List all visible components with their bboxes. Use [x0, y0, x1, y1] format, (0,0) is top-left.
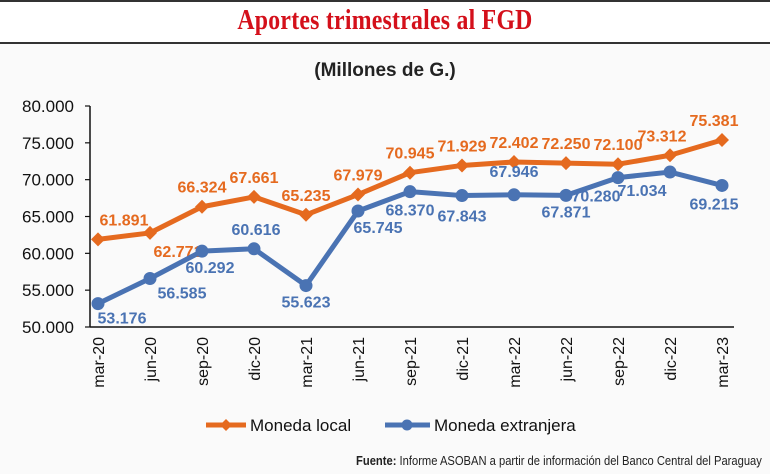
data-label: 72.250 — [542, 136, 591, 153]
data-label: 68.370 — [386, 203, 435, 220]
circle-marker — [247, 242, 261, 256]
data-label: 67.871 — [542, 204, 591, 221]
x-tick-label: dic-22 — [663, 337, 680, 381]
x-tick-label: dic-21 — [455, 337, 472, 381]
x-tick-label: sep-22 — [611, 337, 628, 386]
diamond-marker — [611, 157, 625, 172]
diamond-marker — [559, 156, 573, 171]
circle-marker — [611, 171, 625, 185]
legend-diamond-icon — [220, 419, 232, 431]
data-label: 65.235 — [282, 188, 331, 205]
legend-label-extranjera: Moneda extranjera — [434, 416, 576, 435]
chart-title: Aportes trimestrales al FGD — [237, 4, 533, 36]
x-tick-label: sep-21 — [403, 337, 420, 386]
x-tick-label: jun-21 — [351, 337, 368, 383]
circle-marker — [455, 189, 469, 203]
y-tick-label: 65.000 — [22, 208, 74, 227]
diamond-marker — [715, 133, 729, 148]
circle-marker — [403, 185, 417, 199]
data-label: 65.745 — [354, 220, 403, 237]
data-label: 60.616 — [232, 222, 281, 239]
data-label: 72.402 — [490, 135, 539, 152]
data-label: 53.176 — [98, 311, 147, 328]
circle-marker — [299, 279, 313, 293]
y-tick-label: 75.000 — [22, 134, 74, 153]
circle-marker — [663, 165, 677, 179]
data-label: 67.661 — [230, 170, 279, 187]
source-text: Informe ASOBAN a partir de información d… — [399, 453, 762, 468]
title-bar — [0, 0, 770, 44]
diamond-marker — [299, 207, 313, 222]
y-tick-label: 60.000 — [22, 244, 74, 263]
x-tick-label: dic-20 — [247, 337, 264, 381]
diamond-marker — [91, 232, 105, 247]
data-label: 71.034 — [618, 183, 667, 200]
data-label: 60.292 — [186, 260, 235, 277]
data-label: 55.623 — [282, 295, 331, 312]
circle-marker — [351, 204, 365, 218]
diamond-marker — [403, 165, 417, 180]
y-tick-label: 80.000 — [22, 97, 74, 116]
circle-marker — [507, 188, 521, 202]
diamond-marker — [351, 187, 365, 202]
diamond-marker — [195, 199, 209, 214]
diamond-marker — [507, 154, 521, 169]
data-label: 71.929 — [438, 138, 487, 155]
y-tick-label: 50.000 — [22, 318, 74, 337]
data-label: 70.280 — [572, 189, 621, 206]
legend-circle-icon — [401, 419, 413, 431]
y-tick-label: 55.000 — [22, 281, 74, 300]
data-label: 67.979 — [334, 168, 383, 185]
data-label: 69.215 — [690, 196, 739, 213]
data-label: 67.843 — [438, 209, 487, 226]
x-tick-label: mar-20 — [91, 337, 108, 388]
source-note: Fuente: Informe ASOBAN a partir de infor… — [356, 453, 762, 468]
circle-marker — [195, 244, 209, 258]
circle-marker — [91, 297, 105, 311]
source-label: Fuente: — [356, 453, 397, 468]
x-tick-label: mar-21 — [299, 337, 316, 388]
x-tick-label: jun-22 — [559, 337, 576, 383]
data-label: 73.312 — [638, 128, 687, 145]
diamond-marker — [455, 158, 469, 173]
data-label: 72.100 — [594, 137, 643, 154]
chart-subtitle: (Millones de G.) — [314, 60, 456, 81]
circle-marker — [143, 271, 157, 285]
circle-marker — [715, 178, 729, 192]
diamond-marker — [143, 225, 157, 240]
legend-label-local: Moneda local — [250, 416, 351, 435]
x-tick-label: sep-20 — [195, 337, 212, 386]
x-tick-label: jun-20 — [143, 337, 160, 383]
data-label: 75.381 — [690, 113, 739, 130]
data-label: 66.324 — [178, 180, 227, 197]
x-tick-label: mar-23 — [715, 337, 732, 388]
data-label: 67.946 — [490, 164, 539, 181]
diamond-marker — [663, 148, 677, 163]
diamond-marker — [247, 189, 261, 204]
data-label: 70.945 — [386, 146, 435, 163]
x-tick-label: mar-22 — [507, 337, 524, 388]
data-label: 61.891 — [100, 212, 149, 229]
circle-marker — [559, 188, 573, 202]
y-tick-label: 70.000 — [22, 171, 74, 190]
data-label: 56.585 — [158, 285, 207, 302]
